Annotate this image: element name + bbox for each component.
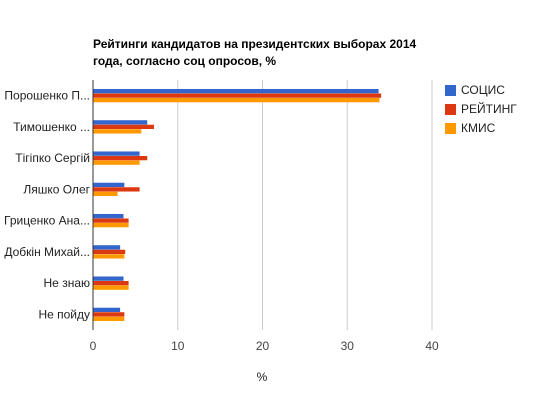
- x-tick-label: 40: [425, 339, 439, 353]
- chart-title-line-1: Рейтинги кандидатов на президентских выб…: [93, 37, 417, 51]
- y-tick-label: Гриценко Ана...: [4, 214, 90, 228]
- chart-title-line-2: года, согласно соц опросов, %: [93, 54, 277, 68]
- chart-title: Рейтинги кандидатов на президентских выб…: [93, 36, 433, 70]
- x-tick-label: 0: [90, 339, 97, 353]
- x-tick-label: 20: [256, 339, 270, 353]
- y-tick-label: Не пойду: [38, 307, 90, 321]
- y-tick-label: Ляшко Олег: [23, 182, 90, 196]
- bar: [93, 285, 129, 290]
- bar: [93, 93, 382, 98]
- bar: [93, 312, 125, 317]
- bar: [93, 160, 140, 165]
- bar: [93, 88, 379, 94]
- bar: [93, 213, 124, 219]
- bar: [93, 280, 129, 286]
- bar: [93, 151, 140, 156]
- y-tick-label: Добкін Михай...: [4, 245, 90, 259]
- legend-swatch: [445, 123, 456, 134]
- y-tick-label: Не знаю: [44, 276, 90, 290]
- legend: СОЦИС РЕЙТИНГ КМИС: [445, 83, 517, 135]
- bar: [93, 155, 148, 161]
- gridlines: [177, 80, 433, 330]
- bar: [93, 218, 129, 223]
- bar: [93, 307, 121, 313]
- legend-swatch: [445, 85, 456, 96]
- bar: [93, 276, 124, 281]
- bar: [93, 97, 380, 103]
- bars: [93, 88, 382, 322]
- y-tick-label: Порошенко П...: [4, 89, 90, 103]
- bar: [93, 245, 121, 250]
- axes: 0 10 20 30 40 Порошенко П... Тимошенко ... Тігі…: [4, 80, 439, 353]
- bar: [93, 191, 118, 197]
- bar: [93, 254, 125, 259]
- bar: [93, 124, 155, 130]
- bar: [93, 129, 142, 134]
- bar: [93, 187, 140, 192]
- x-tick-label: 30: [341, 339, 355, 353]
- bar: [93, 222, 129, 228]
- y-tick-label: Тігіпко Сергій: [15, 151, 90, 165]
- y-tick-label: Тимошенко ...: [13, 120, 90, 134]
- legend-label: РЕЙТИНГ: [461, 101, 517, 116]
- bar: [93, 316, 125, 322]
- legend-label: КМИС: [461, 121, 496, 135]
- bar: [93, 249, 126, 255]
- bar: [93, 120, 148, 125]
- legend-label: СОЦИС: [461, 83, 505, 97]
- bar: [93, 182, 125, 188]
- x-tick-label: 10: [171, 339, 185, 353]
- legend-swatch: [445, 104, 456, 115]
- x-axis-title: %: [257, 370, 268, 384]
